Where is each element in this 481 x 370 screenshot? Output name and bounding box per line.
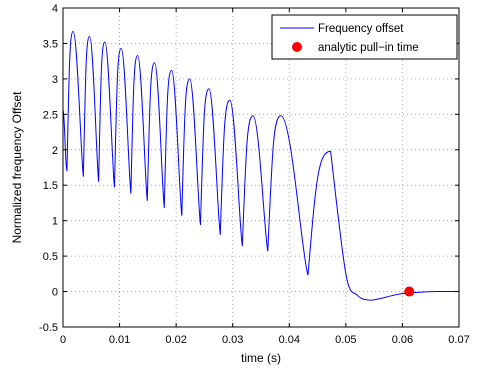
y-tick-label: 2.5 xyxy=(43,109,58,121)
x-tick-label: 0 xyxy=(60,334,66,346)
axis-ticks: 0 0.01 0.02 0.03 0.04 0.05 0.06 0.07-0.500.511.… xyxy=(39,3,470,346)
y-tick-label: 0 xyxy=(52,287,58,299)
series-layer xyxy=(62,30,460,301)
y-tick-label: 1.5 xyxy=(43,180,58,192)
x-axis-label: time (s) xyxy=(241,351,281,365)
legend-box xyxy=(271,14,458,60)
legend-label-frequency-offset: Frequency offset xyxy=(318,23,404,35)
y-tick-label: 1 xyxy=(52,216,58,228)
x-tick-label: 0.04 xyxy=(279,334,300,346)
legend-label-pull-in-time: analytic pull−in time xyxy=(318,42,419,54)
y-tick-label: -0.5 xyxy=(39,322,58,334)
x-tick-label: 0.01 xyxy=(109,334,130,346)
axes-frame xyxy=(62,7,460,328)
series-line-frequency-offset xyxy=(62,30,460,301)
x-tick-label: 0.05 xyxy=(335,334,356,346)
y-tick-label: 0.5 xyxy=(43,251,58,263)
x-tick-label: 0.06 xyxy=(392,334,413,346)
y-tick-label: 2 xyxy=(52,145,58,157)
y-axis-label: Normalized frequency Offset xyxy=(10,91,24,244)
y-tick-label: 4 xyxy=(52,3,58,15)
x-tick-label: 0.07 xyxy=(448,334,469,346)
pull-in-time-marker xyxy=(404,286,415,297)
y-tick-label: 3 xyxy=(52,74,58,86)
legend: Frequency offset analytic pull−in time xyxy=(271,14,458,60)
x-tick-label: 0.02 xyxy=(165,334,186,346)
y-tick-label: 3.5 xyxy=(43,38,58,50)
legend-marker-swatch xyxy=(292,42,302,52)
x-tick-label: 0.03 xyxy=(222,334,243,346)
